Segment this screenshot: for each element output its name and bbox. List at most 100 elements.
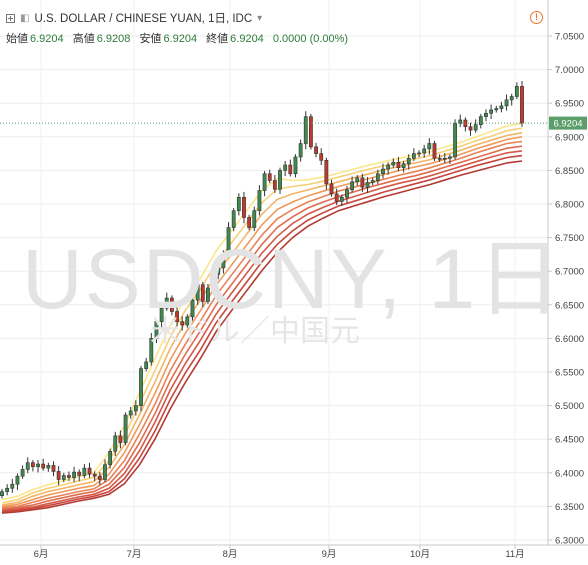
candle-body (144, 361, 149, 369)
candle-body (437, 158, 442, 160)
candle-body (30, 462, 35, 468)
symbol-title[interactable]: U.S. DOLLAR / CHINESE YUAN, 1日, IDC (34, 13, 253, 25)
candle-body (164, 297, 169, 309)
symbol-flag-icon: ◧ (20, 12, 30, 24)
collapse-square-icon[interactable] (6, 13, 15, 23)
candle (370, 177, 375, 186)
candle-body (41, 463, 46, 469)
high-label: 高値 (72, 33, 95, 45)
candle-body (87, 467, 92, 475)
y-tick-label: 6.3500 (555, 502, 584, 513)
candle (298, 139, 303, 162)
y-tick-label: 6.5500 (555, 368, 584, 379)
candle (46, 462, 51, 472)
candle-body (221, 254, 226, 269)
candle-body (473, 124, 478, 131)
candle (267, 169, 272, 184)
candle-body (478, 116, 483, 126)
candle-body (293, 156, 298, 175)
open-value: 6.9204 (30, 33, 64, 45)
chevron-down-icon[interactable]: ▾ (257, 12, 263, 24)
ema-line (1, 154, 523, 513)
candle-body (180, 321, 185, 326)
candle-body (520, 86, 524, 124)
candle (375, 169, 380, 185)
candle (509, 93, 514, 106)
candle (159, 304, 164, 328)
candle-body (92, 473, 97, 477)
candle (406, 154, 411, 170)
candle (411, 148, 416, 161)
candle (293, 154, 298, 178)
candle-body (67, 475, 71, 478)
candle (329, 179, 334, 197)
candle (303, 111, 308, 150)
candle-body (442, 158, 447, 160)
candle-body (139, 368, 143, 406)
candle (123, 412, 128, 446)
candle (206, 283, 210, 305)
y-tick-label: 7.0500 (555, 32, 584, 43)
candle (432, 140, 437, 161)
candle-body (319, 153, 324, 161)
ema-line (1, 160, 523, 514)
candle (314, 142, 318, 158)
candle-body (252, 210, 257, 228)
watermark-symbol: USDCNY, 1日 (22, 232, 564, 326)
candle-body (386, 164, 391, 170)
candle-body (329, 183, 334, 195)
last-price-label: 6.9204 (553, 118, 582, 129)
candle (381, 163, 385, 179)
candle (216, 265, 221, 280)
candle (283, 160, 288, 177)
candle (87, 462, 92, 478)
y-tick-label: 6.8500 (555, 166, 584, 177)
candle-body (453, 123, 457, 158)
candle-body (509, 96, 514, 101)
alert-icon[interactable]: ! (530, 11, 543, 24)
candle (262, 171, 267, 197)
candle-body (350, 181, 354, 191)
candle-body (242, 196, 246, 218)
candle-body (283, 164, 288, 171)
candle-body (170, 297, 174, 312)
high-value: 6.9208 (96, 33, 131, 45)
candle-body (103, 464, 107, 480)
candle-body (0, 491, 4, 496)
candle (345, 185, 349, 203)
watermark-description: 米ドル／中国元 (150, 315, 360, 348)
candle-body (61, 475, 66, 480)
y-tick-label: 6.5000 (555, 401, 584, 412)
candle-body (20, 469, 25, 477)
grid-lines (0, 0, 548, 545)
candle (355, 175, 360, 186)
candle (30, 460, 35, 472)
candle (180, 316, 185, 331)
candle (247, 214, 252, 231)
y-tick-label: 6.4000 (555, 468, 584, 479)
candle-body (432, 143, 437, 159)
candle (128, 406, 133, 419)
candle-body (303, 116, 308, 144)
candle-body (128, 410, 133, 416)
candle (422, 144, 427, 158)
candle-body (195, 284, 200, 301)
y-tick-label: 6.8000 (555, 200, 584, 211)
candle-body (108, 450, 113, 466)
candle (453, 119, 457, 160)
candle-body (288, 164, 293, 175)
candle (257, 185, 262, 216)
candle (15, 473, 20, 490)
close-value: 6.9204 (230, 33, 264, 45)
candle (77, 469, 82, 482)
candle (56, 466, 61, 486)
y-axis: 7.0500 7.0000 6.9500 6.9000 6.8500 6.8000 6.75… (548, 32, 584, 547)
candle-body (82, 467, 87, 476)
candle (520, 81, 524, 127)
candle (41, 458, 46, 471)
ema-line (1, 150, 523, 512)
candle (185, 314, 190, 328)
candle (221, 250, 226, 274)
candle-body (314, 146, 318, 154)
